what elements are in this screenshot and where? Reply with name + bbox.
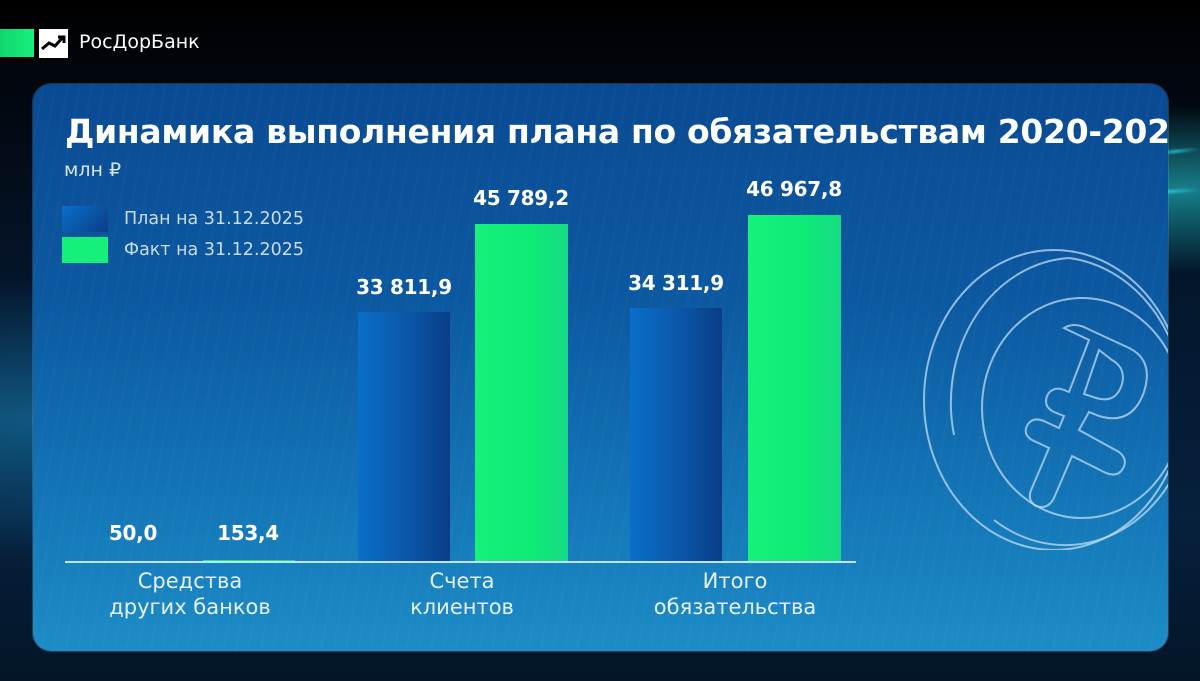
ruble-coin-icon — [904, 230, 1168, 554]
category-label-line: Итого — [702, 569, 768, 593]
legend-swatch-fact — [62, 236, 108, 263]
legend-item-fact: Факт на 31.12.2025 — [62, 235, 304, 264]
unit-label: млн ₽ — [64, 159, 122, 181]
category-label-total-liabilities: Итого обязательства — [605, 568, 865, 620]
bar-value-fact: 153,4 — [217, 521, 279, 545]
category-label-line: Средства — [137, 569, 243, 593]
card-texture — [33, 84, 1168, 651]
bar-value-plan: 33 811,9 — [356, 275, 452, 299]
legend-item-plan: План на 31.12.2025 — [62, 204, 304, 233]
bar-value-plan: 34 311,9 — [628, 271, 724, 295]
rosdorbank-logo-icon — [39, 29, 68, 58]
category-label-line: обязательства — [653, 595, 817, 619]
legend-label: План на 31.12.2025 — [124, 208, 304, 229]
bar-plan-client-accounts — [358, 312, 450, 562]
chart-legend: План на 31.12.2025 Факт на 31.12.2025 — [62, 204, 304, 266]
category-label-line: других банков — [109, 595, 271, 619]
brand-name: РосДорБанк — [79, 31, 200, 53]
bar-fact-client-accounts — [475, 224, 568, 562]
category-label-line: Счета — [429, 569, 495, 593]
category-label-client-accounts: Счета клиентов — [332, 568, 592, 620]
bar-value-plan: 50,0 — [108, 521, 158, 545]
bar-plan-total-liabilities — [630, 308, 722, 562]
page-title: Динамика выполнения плана по обязательст… — [65, 112, 1168, 151]
brand-accent-strip — [0, 29, 34, 57]
category-label-other-banks: Средства других банков — [60, 568, 320, 620]
bar-fact-total-liabilities — [748, 215, 841, 562]
bar-value-fact: 46 967,8 — [746, 177, 842, 201]
bar-value-fact: 45 789,2 — [473, 186, 569, 210]
legend-swatch-plan — [62, 205, 108, 232]
chart-card: Динамика выполнения плана по обязательст… — [33, 84, 1168, 651]
x-axis-baseline — [65, 561, 856, 563]
legend-label: Факт на 31.12.2025 — [124, 239, 305, 260]
category-label-line: клиентов — [410, 595, 514, 619]
